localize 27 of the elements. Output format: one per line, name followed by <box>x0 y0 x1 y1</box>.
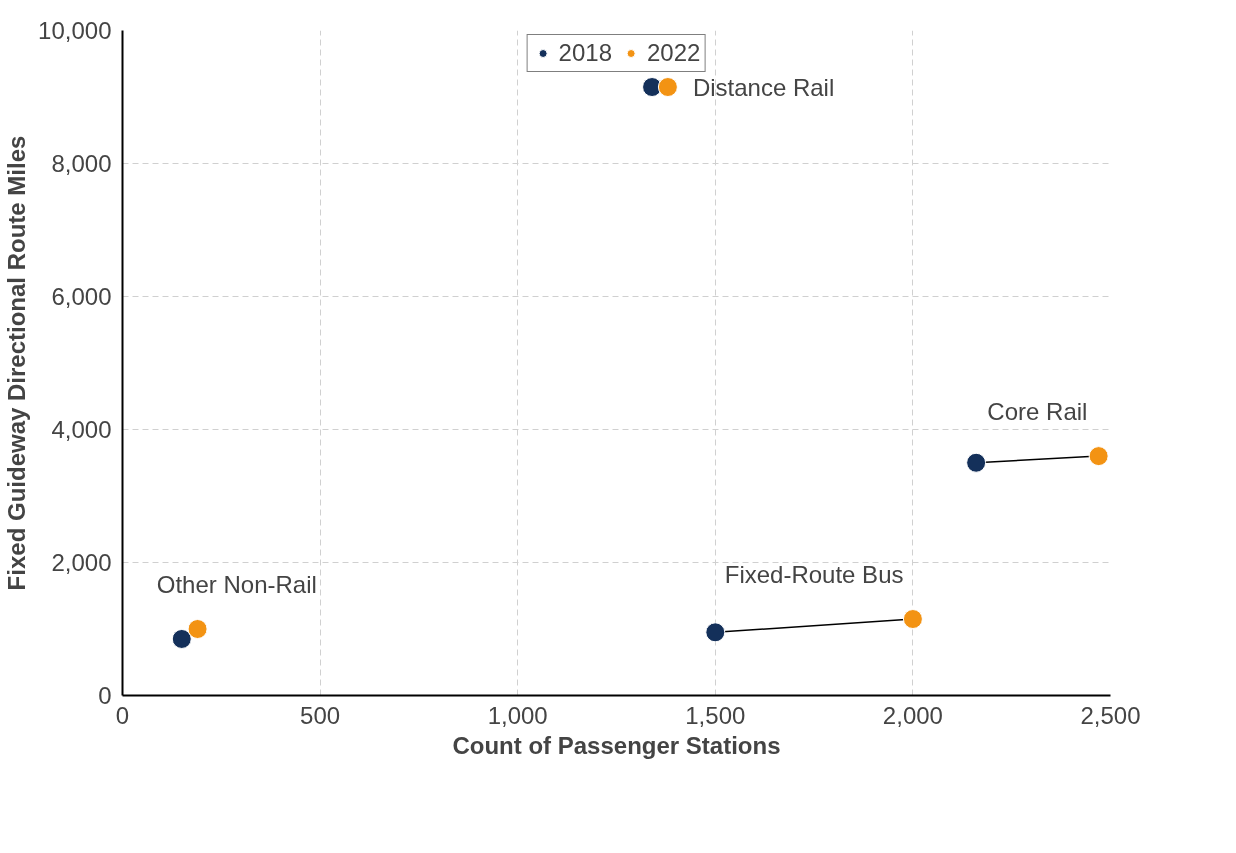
y-tick-label: 8,000 <box>51 150 112 177</box>
legend-label: 2018 <box>558 39 612 67</box>
point <box>657 77 678 98</box>
x-axis-title: Count of Passenger Stations <box>452 731 781 759</box>
y-tick-label: 0 <box>98 682 112 709</box>
x-tick-label: 2,500 <box>1080 701 1141 729</box>
annotation: Core Rail <box>987 397 1088 425</box>
annotation: Other Non-Rail <box>156 570 317 598</box>
point <box>1088 446 1109 467</box>
point <box>902 609 923 630</box>
x-tick-label: 0 <box>115 701 130 729</box>
y-tick-label: 6,000 <box>51 283 112 310</box>
x-tick-label: 1,500 <box>685 701 746 729</box>
x-tick-label: 500 <box>300 701 341 729</box>
annotation: Fixed-Route Bus <box>724 560 904 588</box>
y-tick-label: 4,000 <box>51 416 112 443</box>
point <box>171 628 192 649</box>
y-axis-title: Fixed Guideway Directional Route Miles <box>3 135 31 591</box>
x-tick-label: 2,000 <box>882 701 943 729</box>
y-tick-label: 2,000 <box>51 549 112 576</box>
point <box>187 619 208 639</box>
annotation: Distance Rail <box>692 73 835 101</box>
legend-label: 2022 <box>647 39 701 67</box>
point <box>966 452 987 473</box>
point <box>705 622 726 643</box>
x-tick-label: 1,000 <box>487 701 548 729</box>
y-tick-label: 10,000 <box>38 17 112 44</box>
